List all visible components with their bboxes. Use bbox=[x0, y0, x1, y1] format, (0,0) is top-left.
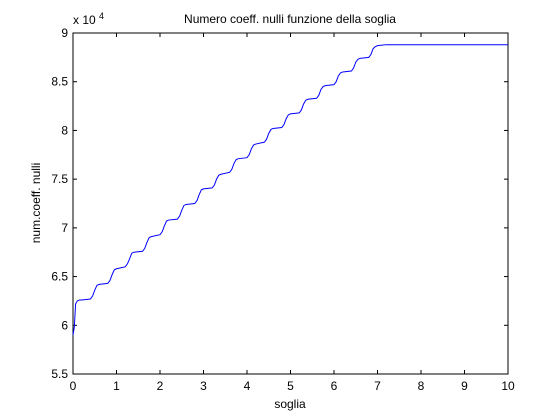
x-axis-ticks: 0 1 2 3 4 5 6 7 8 9 10 bbox=[70, 33, 515, 393]
y-tick-label: 8 bbox=[61, 123, 68, 137]
x-tick-label: 4 bbox=[244, 379, 251, 393]
x-axis-label: soglia bbox=[274, 397, 306, 411]
x-tick-label: 10 bbox=[501, 379, 515, 393]
x-tick-label: 8 bbox=[418, 379, 425, 393]
x-tick-label: 1 bbox=[113, 379, 120, 393]
x-tick-label: 2 bbox=[157, 379, 164, 393]
x-tick-label: 0 bbox=[70, 379, 77, 393]
x-tick-label: 9 bbox=[461, 379, 468, 393]
y-axis-exponent-base: x 10 bbox=[73, 13, 96, 27]
plot-area-frame bbox=[72, 32, 509, 375]
series-line bbox=[72, 44, 508, 336]
chart-title: Numero coeff. nulli funzione della sogli… bbox=[184, 12, 396, 26]
x-tick-label: 3 bbox=[200, 379, 207, 393]
y-tick-label: 6.5 bbox=[51, 270, 68, 284]
x-tick-label: 6 bbox=[331, 379, 338, 393]
y-tick-label: 7 bbox=[61, 221, 68, 235]
x-tick-label: 5 bbox=[287, 379, 294, 393]
y-tick-label: 9 bbox=[61, 26, 68, 40]
y-tick-label: 5.5 bbox=[51, 367, 68, 381]
y-axis-exponent-power: 4 bbox=[99, 11, 104, 21]
y-axis-label: num.coeff. nulli bbox=[29, 163, 43, 244]
y-tick-label: 8.5 bbox=[51, 75, 68, 89]
y-tick-label: 7.5 bbox=[51, 172, 68, 186]
x-tick-label: 7 bbox=[374, 379, 381, 393]
y-axis-exponent-label: x 10 4 bbox=[73, 11, 104, 27]
y-axis-ticks: 5.5 6 6.5 7 7.5 8 8.5 9 bbox=[51, 26, 508, 381]
y-tick-label: 6 bbox=[61, 318, 68, 332]
